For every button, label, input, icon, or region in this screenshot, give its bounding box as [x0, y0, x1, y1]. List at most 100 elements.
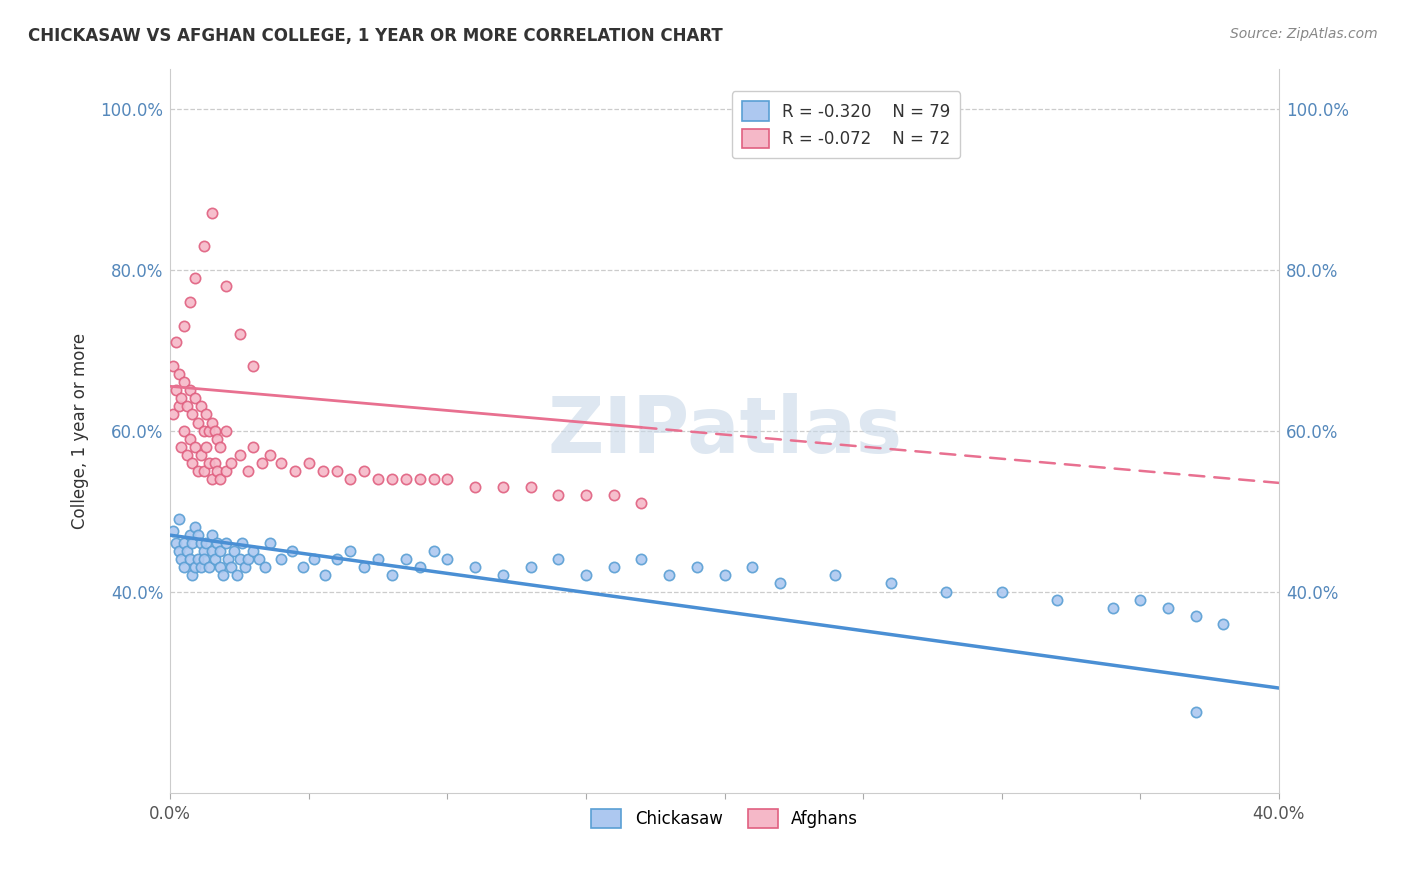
- Point: [215, 278, 238, 293]
- Point: [298, 456, 321, 470]
- Point: [198, 424, 221, 438]
- Point: [1184, 705, 1206, 719]
- Point: [395, 552, 418, 566]
- Point: [242, 440, 264, 454]
- Point: [209, 440, 232, 454]
- Point: [935, 584, 957, 599]
- Point: [395, 472, 418, 486]
- Point: [630, 496, 652, 510]
- Point: [259, 536, 281, 550]
- Point: [212, 568, 235, 582]
- Point: [179, 294, 201, 309]
- Point: [381, 472, 404, 486]
- Point: [253, 560, 276, 574]
- Text: Source: ZipAtlas.com: Source: ZipAtlas.com: [1230, 27, 1378, 41]
- Point: [165, 384, 187, 398]
- Point: [167, 400, 190, 414]
- Point: [181, 408, 204, 422]
- Point: [603, 488, 626, 502]
- Point: [173, 536, 195, 550]
- Point: [422, 472, 444, 486]
- Point: [270, 456, 292, 470]
- Point: [367, 472, 389, 486]
- Point: [198, 560, 221, 574]
- Point: [195, 536, 218, 550]
- Point: [225, 568, 247, 582]
- Point: [519, 560, 541, 574]
- Point: [1046, 592, 1069, 607]
- Point: [207, 432, 229, 446]
- Point: [464, 560, 486, 574]
- Point: [880, 576, 903, 591]
- Point: [176, 400, 198, 414]
- Point: [547, 552, 569, 566]
- Point: [184, 520, 207, 534]
- Point: [381, 568, 404, 582]
- Point: [167, 368, 190, 382]
- Legend: Chickasaw, Afghans: Chickasaw, Afghans: [585, 803, 865, 835]
- Point: [170, 440, 193, 454]
- Point: [207, 464, 229, 478]
- Point: [658, 568, 681, 582]
- Point: [190, 448, 212, 462]
- Point: [312, 464, 335, 478]
- Point: [215, 464, 238, 478]
- Point: [1157, 600, 1180, 615]
- Point: [575, 488, 598, 502]
- Point: [201, 206, 224, 220]
- Point: [281, 544, 304, 558]
- Point: [236, 552, 259, 566]
- Point: [209, 544, 232, 558]
- Point: [242, 359, 264, 374]
- Point: [173, 376, 195, 390]
- Point: [492, 568, 515, 582]
- Point: [209, 472, 232, 486]
- Point: [519, 480, 541, 494]
- Point: [250, 456, 273, 470]
- Point: [187, 416, 209, 430]
- Text: CHICKASAW VS AFGHAN COLLEGE, 1 YEAR OR MORE CORRELATION CHART: CHICKASAW VS AFGHAN COLLEGE, 1 YEAR OR M…: [28, 27, 723, 45]
- Point: [193, 238, 215, 252]
- Point: [201, 544, 224, 558]
- Point: [190, 400, 212, 414]
- Point: [492, 480, 515, 494]
- Point: [204, 424, 226, 438]
- Point: [215, 536, 238, 550]
- Point: [181, 568, 204, 582]
- Point: [315, 568, 337, 582]
- Point: [292, 560, 315, 574]
- Point: [162, 408, 184, 422]
- Point: [231, 536, 253, 550]
- Point: [228, 448, 250, 462]
- Point: [184, 560, 207, 574]
- Point: [219, 560, 242, 574]
- Point: [422, 544, 444, 558]
- Point: [173, 424, 195, 438]
- Point: [204, 552, 226, 566]
- Point: [190, 536, 212, 550]
- Point: [990, 584, 1012, 599]
- Point: [209, 560, 232, 574]
- Point: [1184, 608, 1206, 623]
- Point: [325, 464, 347, 478]
- Point: [630, 552, 652, 566]
- Point: [201, 528, 224, 542]
- Point: [741, 560, 763, 574]
- Y-axis label: College, 1 year or more: College, 1 year or more: [72, 333, 89, 529]
- Point: [824, 568, 846, 582]
- Point: [219, 456, 242, 470]
- Point: [436, 472, 458, 486]
- Point: [236, 464, 259, 478]
- Point: [222, 544, 245, 558]
- Point: [176, 544, 198, 558]
- Point: [170, 392, 193, 406]
- Point: [603, 560, 626, 574]
- Point: [228, 326, 250, 341]
- Point: [436, 552, 458, 566]
- Point: [353, 560, 375, 574]
- Point: [409, 560, 432, 574]
- Point: [1101, 600, 1123, 615]
- Point: [201, 416, 224, 430]
- Point: [173, 318, 195, 333]
- Point: [769, 576, 792, 591]
